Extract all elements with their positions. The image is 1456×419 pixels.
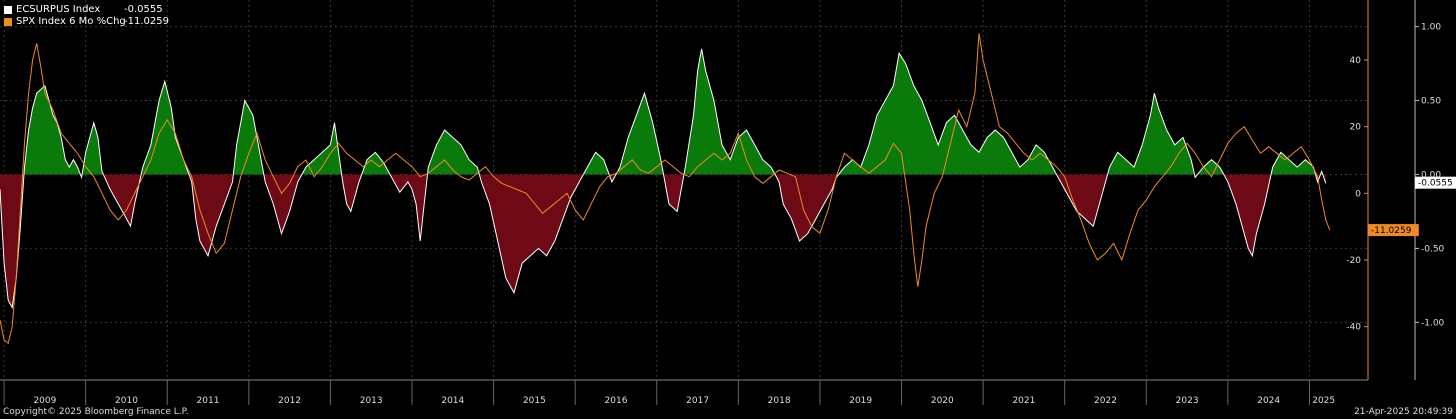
right-axis-tick-label: 0.50 xyxy=(1421,97,1441,107)
last-value-callout-label: -0.0555 xyxy=(1418,179,1453,189)
timestamp-text: 21-Apr-2025 20:49:39 xyxy=(1354,407,1453,417)
x-axis-tick-label: 2018 xyxy=(768,396,791,406)
right-axis-tick-label: 1.00 xyxy=(1421,23,1441,33)
series-ecsurpus-area-negative xyxy=(0,174,1326,308)
series-spx-line xyxy=(0,33,1331,345)
last-value-callout-box xyxy=(1368,224,1419,237)
right-axis-tick-label: 0.00 xyxy=(1421,170,1441,180)
last-value-callout-box xyxy=(1415,176,1456,189)
legend-item-spx: SPX Index 6 Mo %Chg -11.0259 xyxy=(4,16,169,28)
last-value-callout-label: -11.0259 xyxy=(1371,226,1412,236)
legend-item-ecsurpus: ECSURPUS Index -0.0555 xyxy=(4,4,169,16)
legend-last-value: -11.0259 xyxy=(124,16,169,27)
left-scale-tick-label: 40 xyxy=(1350,56,1362,66)
x-axis-tick-label: 2011 xyxy=(197,396,220,406)
x-axis-tick-label: 2016 xyxy=(605,396,628,406)
right-axis-tick-label: -1.00 xyxy=(1421,318,1445,328)
left-scale-tick-label: 20 xyxy=(1350,123,1362,133)
legend-swatch-spx xyxy=(4,18,12,26)
x-axis-tick-label: 2024 xyxy=(1257,396,1280,406)
copyright-text: Copyright© 2025 Bloomberg Finance L.P. xyxy=(3,407,189,417)
x-axis-tick-label: 2023 xyxy=(1176,396,1199,406)
series-ecsurpus-line xyxy=(0,48,1327,310)
left-scale-tick-label: 0 xyxy=(1355,189,1361,199)
x-axis-tick-label: 2022 xyxy=(1094,396,1117,406)
legend-label: SPX Index 6 Mo %Chg xyxy=(16,16,126,27)
right-axis-tick-label: -0.50 xyxy=(1421,244,1445,254)
left-scale-tick-label: -40 xyxy=(1346,323,1361,333)
legend-label: ECSURPUS Index xyxy=(16,4,101,15)
x-axis-tick-label: 2015 xyxy=(523,396,546,406)
x-axis-tick-label: 2025 xyxy=(1312,396,1335,406)
x-axis-tick-label: 2021 xyxy=(1012,396,1035,406)
legend-last-value: -0.0555 xyxy=(124,4,163,15)
left-scale-tick-label: -20 xyxy=(1346,256,1361,266)
x-axis-tick-label: 2019 xyxy=(849,396,872,406)
x-axis-tick-label: 2014 xyxy=(441,396,464,406)
series-ecsurpus-area-positive xyxy=(23,48,1323,175)
legend-swatch-ecsurpus xyxy=(4,6,12,14)
x-axis-tick-label: 2012 xyxy=(278,396,301,406)
x-axis-tick-label: 2017 xyxy=(686,396,709,406)
x-axis-tick-label: 2020 xyxy=(931,396,954,406)
x-axis-tick-label: 2009 xyxy=(33,396,56,406)
x-axis-tick-label: 2010 xyxy=(115,396,138,406)
chart-legend: ECSURPUS Index -0.0555 SPX Index 6 Mo %C… xyxy=(4,4,169,28)
x-axis-tick-label: 2013 xyxy=(360,396,383,406)
